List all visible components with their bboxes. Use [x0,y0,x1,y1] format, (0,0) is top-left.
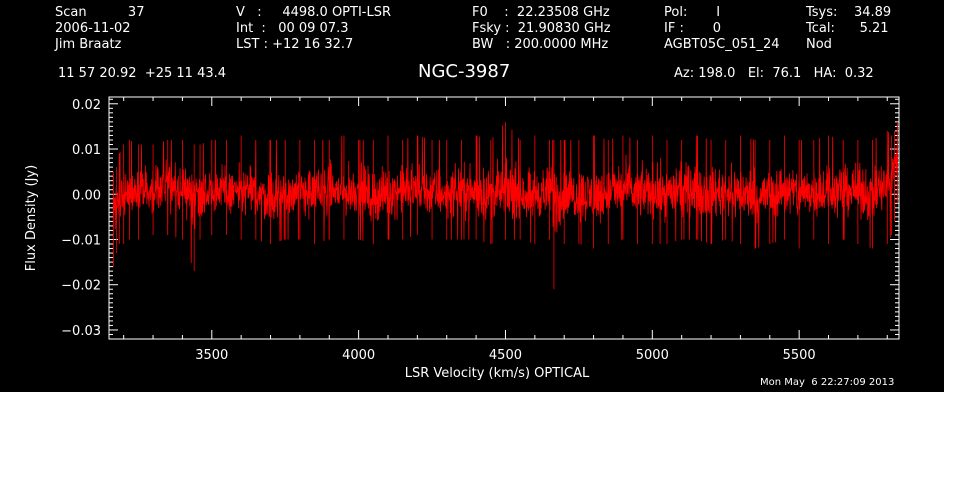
header-if: IF : 0 [664,21,722,36]
y-tick-label: −0.03 [61,324,101,339]
x-tick-label: 4000 [342,348,375,363]
y-tick-label: 0.00 [72,188,101,203]
y-axis-label: Flux Density (Jy) [24,165,39,271]
y-tick-label: 0.02 [72,98,101,113]
header-procedure: Nod [806,37,832,52]
y-tick-label: −0.02 [61,279,101,294]
x-tick-label: 5500 [783,348,816,363]
x-tick-label: 3500 [195,348,228,363]
axes-frame [108,96,900,340]
header-velocity: V : 4498.0 OPTI-LSR [236,5,392,20]
x-tick-label: 5000 [636,348,669,363]
header-az-el-ha: Az: 198.0 El: 76.1 HA: 0.32 [674,66,874,81]
header-fsky: Fsky : 21.90830 GHz [472,21,611,36]
x-axis-label: LSR Velocity (km/s) OPTICAL [405,366,590,381]
header-tsys: Tsys: 34.89 [806,5,892,20]
header-tcal: Tcal: 5.21 [806,21,889,36]
y-tick-label: −0.01 [61,233,101,248]
y-tick-label: 0.01 [72,143,101,158]
header-observer: Jim Braatz [55,37,122,52]
header-bw: BW : 200.0000 MHz [472,37,609,52]
header-integration: Int : 00 09 07.3 [236,21,349,36]
header-scan: Scan 37 [55,5,145,20]
header-lst: LST : +12 16 32.7 [236,37,354,52]
spectrum-chart: 3500 4000 4500 5000 5500 0.02 0.01 0.00 −0.01 −0… [24,96,900,381]
chart-title: NGC-3987 [418,61,511,82]
header-project: AGBT05C_051_24 [664,37,780,52]
header-date: 2006-11-02 [55,21,131,36]
timestamp: Mon May 6 22:27:09 2013 [760,377,895,388]
header-coordinates: 11 57 20.92 +25 11 43.4 [58,66,227,81]
spectrum-series-line [113,121,898,290]
x-tick-label: 4500 [489,348,522,363]
header-pol: Pol: I [664,5,721,20]
header-f0: F0 : 22.23508 GHz [472,5,610,20]
